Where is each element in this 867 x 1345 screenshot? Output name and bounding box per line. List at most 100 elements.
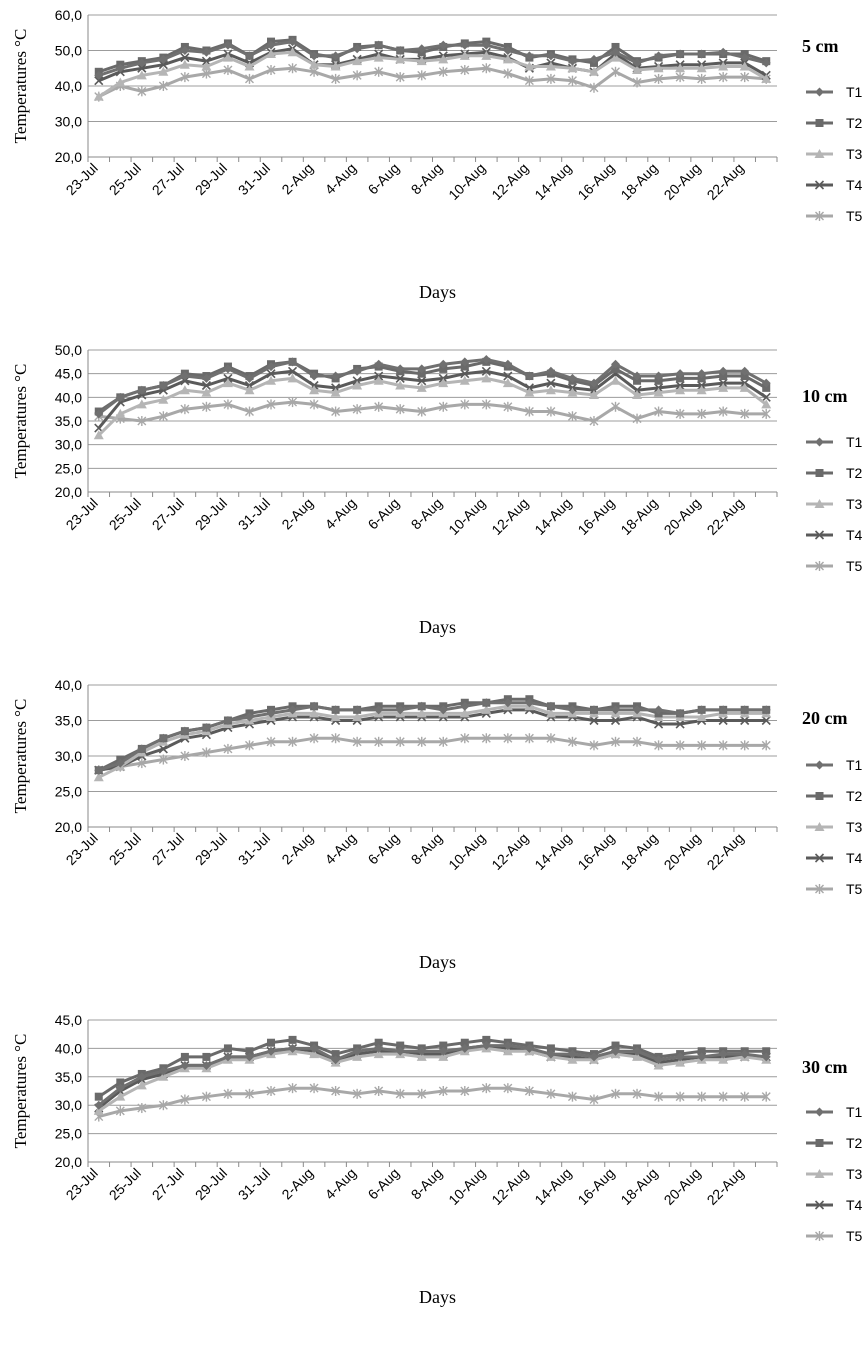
data-point (288, 1043, 298, 1053)
data-point (632, 389, 643, 399)
legend-label: T1 (846, 434, 863, 450)
x-tick-label: 10-Aug (445, 830, 488, 873)
chart-panel-4: 20,0 25,0 30,0 35,0 40,0 45,0 23-Jul 25-Jul 27-J… (11, 1012, 863, 1307)
x-tick-label: 2-Aug (278, 495, 316, 533)
data-point (201, 401, 211, 412)
x-tick-label: 16-Aug (574, 160, 617, 203)
data-point (158, 394, 169, 404)
data-point (417, 406, 427, 417)
x-tick-label: 8-Aug (408, 160, 446, 198)
data-point (266, 40, 276, 50)
data-point (481, 366, 491, 376)
data-point (675, 408, 685, 419)
data-point (94, 1092, 103, 1101)
data-point (288, 397, 298, 408)
series-line-t3 (97, 376, 768, 437)
data-point (266, 49, 277, 59)
data-point (502, 54, 513, 64)
data-point (546, 73, 556, 84)
data-point (567, 75, 577, 86)
data-point (567, 1049, 577, 1059)
data-point (438, 1086, 448, 1096)
data-point (482, 1035, 491, 1044)
data-point (352, 736, 362, 747)
legend-label: T4 (846, 850, 863, 866)
chart-panel-2: 20,0 25,0 30,0 35,0 40,0 45,0 50,0 23-Jul 25-Jul… (11, 342, 863, 637)
data-point (93, 430, 104, 440)
series-line-t4 (97, 369, 768, 430)
legend-marker (815, 1107, 824, 1117)
legend-marker (814, 530, 825, 540)
x-tick-label: 10-Aug (445, 160, 488, 203)
x-tick-label: 6-Aug (365, 830, 403, 868)
data-point (374, 705, 384, 715)
series-t5 (94, 397, 771, 426)
data-point (567, 373, 577, 383)
y-axis-label: Temperatures °C (11, 1034, 30, 1149)
legend-item-t5: T5 (806, 881, 863, 897)
data-point (740, 1091, 750, 1102)
legend-item-t2: T2 (806, 788, 863, 804)
x-tick-label: 27-Jul (149, 1165, 187, 1203)
data-point (331, 73, 341, 84)
data-point (611, 401, 621, 412)
data-point (460, 1038, 469, 1047)
y-tick-label: 25,0 (55, 460, 82, 476)
data-point (94, 1100, 104, 1110)
x-tick-label: 27-Jul (149, 830, 187, 868)
x-tick-label: 8-Aug (408, 495, 446, 533)
x-tick-label: 16-Aug (574, 1165, 617, 1208)
data-point (330, 387, 341, 397)
data-point (331, 406, 341, 417)
data-point (481, 399, 491, 410)
data-point (417, 364, 427, 374)
data-point (374, 401, 384, 412)
y-tick-label: 35,0 (55, 713, 82, 729)
legend-label: T2 (846, 788, 863, 804)
data-point (266, 369, 276, 379)
legend-label: T3 (846, 819, 863, 835)
data-point (309, 701, 319, 711)
data-point (524, 51, 534, 61)
x-tick-label: 23-Jul (63, 160, 101, 198)
series-t1 (94, 698, 771, 775)
y-tick-label: 20,0 (55, 819, 82, 835)
x-tick-label: 18-Aug (617, 495, 660, 538)
data-point (589, 1094, 599, 1105)
data-point (567, 56, 577, 66)
data-point (158, 754, 168, 765)
data-point (373, 52, 384, 62)
legend-marker (815, 561, 824, 571)
data-point (546, 733, 556, 744)
legend-label: T5 (846, 208, 863, 224)
data-point (244, 51, 254, 61)
data-point (395, 54, 406, 64)
data-point (266, 1046, 276, 1056)
x-tick-label: 29-Jul (192, 160, 230, 198)
series-line-t5 (98, 1086, 767, 1119)
data-point (266, 1086, 276, 1096)
y-tick-label: 20,0 (55, 1154, 82, 1170)
data-point (481, 50, 492, 60)
y-tick-label: 45,0 (55, 1012, 82, 1028)
data-point (115, 63, 125, 73)
data-point (718, 406, 728, 417)
data-point (589, 54, 599, 64)
data-point (675, 1057, 686, 1067)
data-point (460, 1043, 470, 1053)
data-point (503, 46, 513, 55)
x-tick-label: 29-Jul (192, 495, 230, 533)
data-point (718, 47, 728, 57)
data-point (201, 1091, 211, 1102)
data-point (761, 740, 771, 751)
legend-label: T3 (846, 146, 863, 162)
data-point (223, 364, 233, 374)
panel-title: 30 cm (802, 1057, 847, 1077)
data-point (697, 408, 707, 419)
data-point (287, 47, 298, 57)
data-point (503, 733, 513, 744)
data-point (417, 376, 427, 386)
series-t3 (93, 373, 772, 440)
data-point (524, 733, 534, 744)
legend-marker (814, 1169, 825, 1178)
